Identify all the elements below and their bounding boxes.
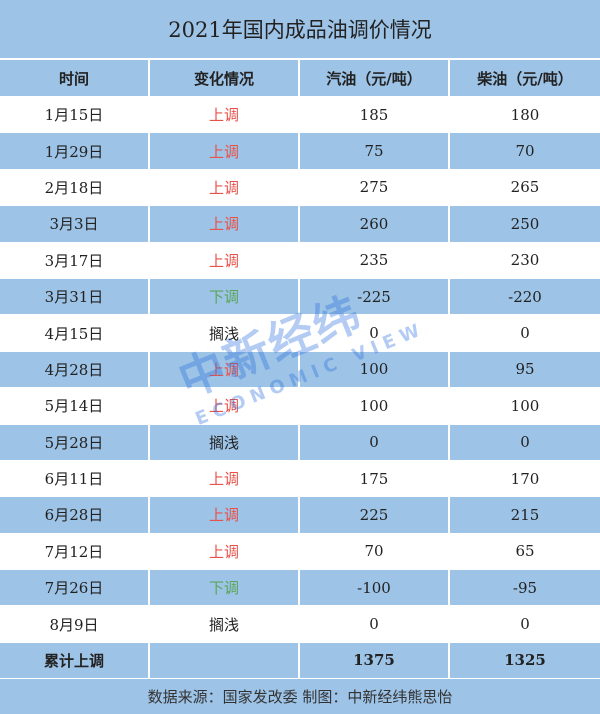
date-cell: 3月31日 — [0, 278, 150, 315]
diesel-cell: 215 — [510, 505, 540, 524]
date-cell: 8月9日 — [0, 606, 150, 642]
change-cell: 上调 — [150, 242, 300, 278]
table-row: 1月29日 上调 75 70 — [0, 133, 600, 170]
gasoline-cell: 175 — [300, 460, 450, 497]
change-cell: 搁浅 — [150, 606, 300, 642]
gasoline-cell: 100 — [300, 351, 450, 388]
date-cell: 6月11日 — [0, 460, 150, 497]
gasoline-cell: 100 — [300, 388, 450, 424]
total-row: 累计上调 1375 1325 — [0, 642, 600, 679]
date-cell: 4月28日 — [0, 351, 150, 388]
gasoline-cell: -225 — [300, 278, 450, 315]
diesel-cell: 180 — [510, 105, 540, 124]
header-change: 变化情况 — [150, 60, 300, 96]
header-gasoline: 汽油（元/吨） — [300, 60, 450, 96]
diesel-cell: 95 — [515, 360, 535, 379]
diesel-cell: 265 — [510, 178, 540, 197]
table-row: 5月28日 搁浅 0 0 — [0, 424, 600, 461]
diesel-cell: 170 — [510, 469, 540, 488]
table-row: 6月28日 上调 225 215 — [0, 497, 600, 534]
gasoline-cell: 0 — [300, 606, 450, 642]
gasoline-cell: 75 — [300, 133, 450, 169]
change-cell: 上调 — [150, 388, 300, 424]
gasoline-cell: 275 — [300, 169, 450, 206]
date-cell: 4月15日 — [0, 315, 150, 351]
table-row: 7月12日 上调 70 65 — [0, 533, 600, 571]
diesel-cell: 230 — [510, 251, 540, 270]
table-row: 4月15日 搁浅 0 0 — [0, 315, 600, 352]
date-cell: 1月15日 — [0, 97, 150, 133]
date-cell: 2月18日 — [0, 169, 150, 206]
change-cell: 上调 — [150, 533, 300, 570]
gasoline-cell: 225 — [300, 497, 450, 533]
date-cell: 5月28日 — [0, 424, 150, 460]
diesel-cell: 70 — [515, 142, 535, 161]
change-cell: 搁浅 — [150, 424, 300, 460]
gasoline-cell: 235 — [300, 242, 450, 278]
change-cell: 上调 — [150, 169, 300, 206]
gasoline-cell: 0 — [300, 315, 450, 351]
table-row: 3月17日 上调 235 230 — [0, 242, 600, 279]
change-cell: 上调 — [150, 497, 300, 533]
diesel-cell: 65 — [515, 542, 535, 561]
gasoline-cell: -100 — [300, 570, 450, 606]
total-change — [150, 642, 300, 678]
table-row: 7月26日 下调 -100 -95 — [0, 570, 600, 607]
diesel-cell: 0 — [520, 615, 530, 634]
table-title: 2021年国内成品油调价情况 — [0, 0, 600, 60]
diesel-cell: 250 — [510, 214, 540, 233]
gasoline-cell: 260 — [300, 206, 450, 242]
table-row: 2月18日 上调 275 265 — [0, 169, 600, 207]
diesel-cell: -220 — [508, 287, 542, 306]
table-row: 3月31日 下调 -225 -220 — [0, 278, 600, 316]
diesel-cell: 0 — [520, 433, 530, 452]
table-body: 1月15日 上调 185 180 1月29日 上调 75 70 2月18日 上调 275 265 3月3… — [0, 97, 600, 643]
table-row: 3月3日 上调 260 250 — [0, 206, 600, 243]
total-gasoline: 1375 — [300, 642, 450, 678]
date-cell: 7月12日 — [0, 533, 150, 570]
date-cell: 7月26日 — [0, 570, 150, 606]
gasoline-cell: 0 — [300, 424, 450, 460]
change-cell: 下调 — [150, 570, 300, 606]
change-cell: 下调 — [150, 278, 300, 315]
change-cell: 上调 — [150, 97, 300, 133]
date-cell: 5月14日 — [0, 388, 150, 424]
change-cell: 上调 — [150, 460, 300, 497]
gasoline-cell: 70 — [300, 533, 450, 570]
diesel-cell: -95 — [512, 578, 538, 597]
date-cell: 3月3日 — [0, 206, 150, 242]
date-cell: 6月28日 — [0, 497, 150, 533]
table-row: 5月14日 上调 100 100 — [0, 388, 600, 425]
total-diesel: 1325 — [504, 651, 546, 670]
gasoline-cell: 185 — [300, 97, 450, 133]
header-row: 时间 变化情况 汽油（元/吨） 柴油（元/吨） — [0, 60, 600, 97]
source-footer: 数据来源：国家发改委 制图：中新经纬熊思怡 — [0, 678, 600, 714]
diesel-cell: 0 — [520, 324, 530, 343]
change-cell: 上调 — [150, 133, 300, 169]
diesel-cell: 100 — [510, 396, 540, 415]
total-label: 累计上调 — [0, 642, 150, 678]
change-cell: 上调 — [150, 351, 300, 388]
header-diesel: 柴油（元/吨） — [477, 69, 573, 88]
table-row: 6月11日 上调 175 170 — [0, 460, 600, 498]
change-cell: 搁浅 — [150, 315, 300, 351]
table-row: 8月9日 搁浅 0 0 — [0, 606, 600, 643]
date-cell: 1月29日 — [0, 133, 150, 169]
change-cell: 上调 — [150, 206, 300, 242]
table-row: 1月15日 上调 185 180 — [0, 97, 600, 134]
date-cell: 3月17日 — [0, 242, 150, 278]
table-row: 4月28日 上调 100 95 — [0, 351, 600, 389]
header-date: 时间 — [0, 60, 150, 96]
